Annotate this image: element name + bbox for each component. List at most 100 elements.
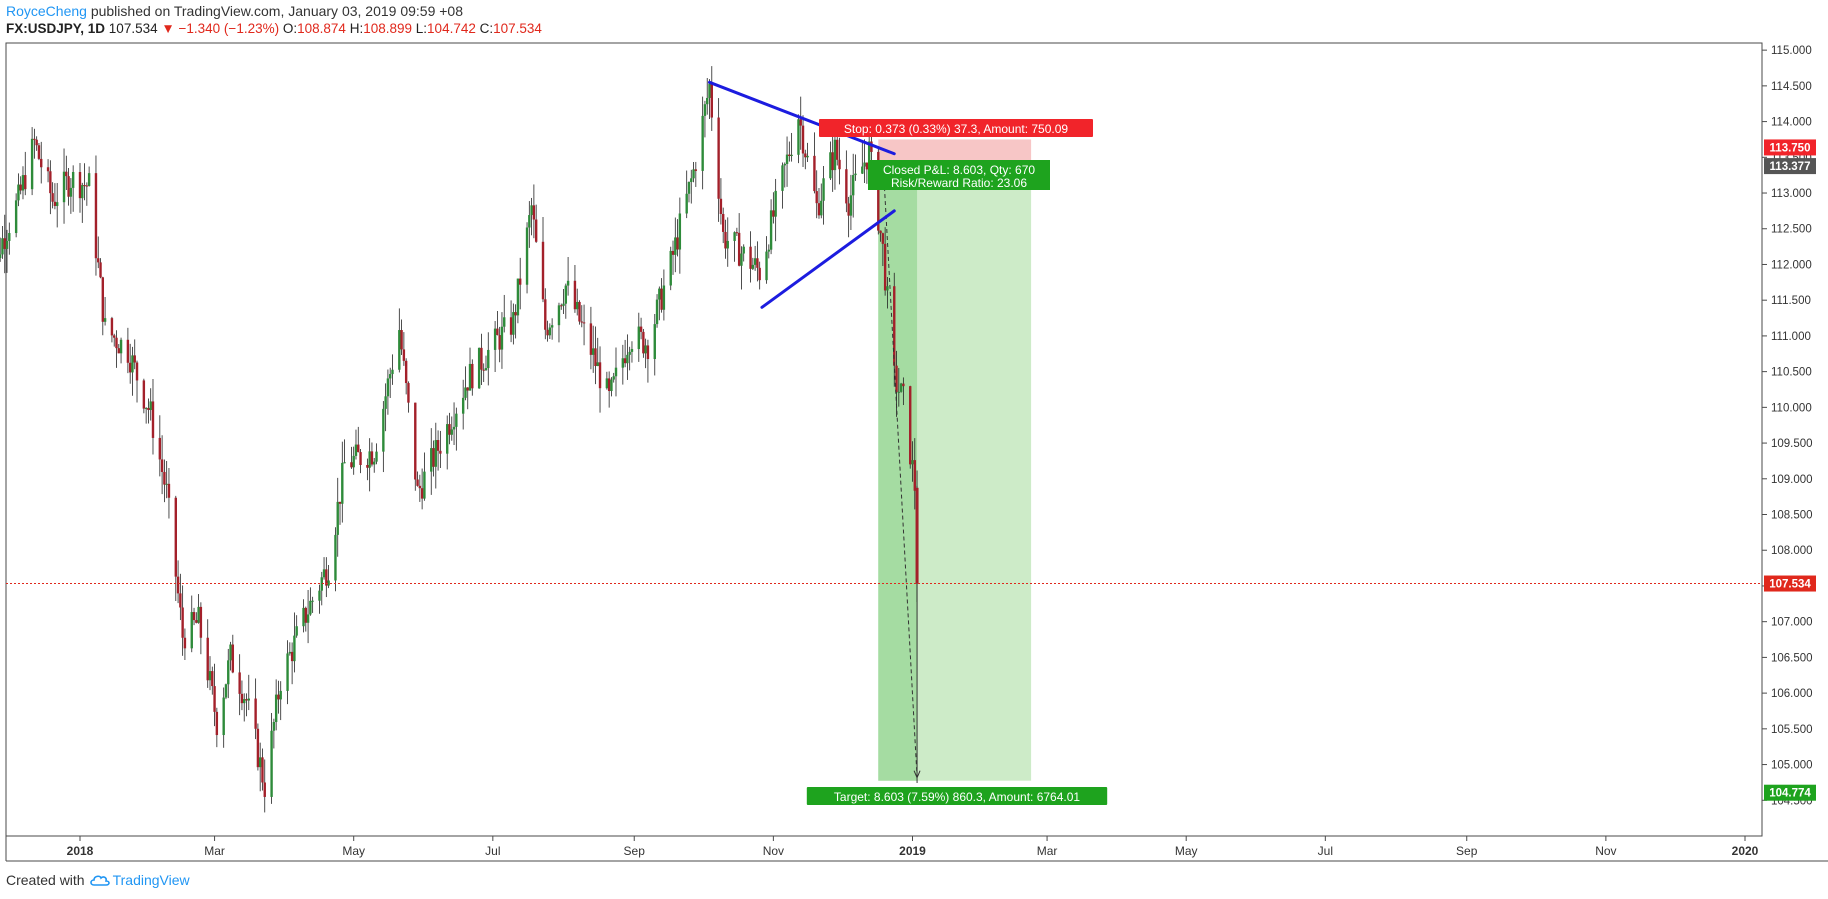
candle-body (605, 378, 609, 389)
candle-body (113, 335, 116, 338)
candle-body (623, 358, 627, 364)
candle-body (829, 152, 832, 179)
candle-body (751, 264, 755, 269)
candle-body (149, 401, 152, 411)
candle-body (320, 577, 323, 591)
candle-body (384, 396, 387, 409)
y-tick-label: 114.500 (1771, 81, 1812, 93)
candle-body (851, 175, 855, 196)
stop-price-badge-bg (1764, 139, 1816, 156)
candle-body (197, 606, 200, 623)
candle-body (564, 285, 568, 304)
candle-body (402, 349, 406, 361)
candle-body (318, 590, 321, 601)
candle-body (788, 154, 791, 157)
candle-body (560, 305, 563, 307)
candle-body (174, 497, 177, 577)
trade-path-arrow (913, 770, 921, 779)
candle-body (343, 462, 346, 464)
candle-body (468, 363, 472, 391)
candle-body (767, 249, 771, 252)
candle-body (498, 335, 501, 350)
current-price-badge: 113.377 (1770, 161, 1811, 173)
candle-body (740, 253, 743, 266)
candle-body (612, 376, 615, 380)
candle-body (46, 167, 50, 172)
candle-body (877, 151, 880, 231)
author-link[interactable]: RoyceCheng (6, 3, 87, 19)
candle-body (295, 626, 298, 636)
y-tick-label: 106.500 (1771, 652, 1813, 664)
candle-body (528, 215, 531, 228)
y-tick-label: 113.000 (1771, 188, 1812, 200)
candle-body (423, 471, 426, 499)
candle-body (607, 378, 611, 392)
candle-body (674, 237, 677, 255)
candle-body (550, 325, 554, 328)
candle-body (576, 301, 579, 310)
candle-body (208, 671, 212, 681)
upper-trend-line[interactable] (708, 80, 896, 156)
candle-body (589, 323, 593, 355)
candle-body (557, 305, 561, 326)
candle-body (580, 321, 583, 323)
candle-body (861, 166, 864, 174)
risk-reward-label: Risk/Reward Ratio: 23.06 (891, 176, 1027, 190)
x-tick-label: 2020 (1732, 844, 1759, 858)
tradingview-brand-link[interactable]: TradingView (89, 872, 190, 888)
candle-body (87, 173, 91, 186)
candle-body (655, 299, 659, 325)
candle-body (373, 461, 376, 465)
high-label: H: (349, 21, 364, 36)
candle-body (229, 644, 232, 661)
candle-body (199, 606, 203, 638)
candle-body (530, 205, 533, 216)
candle-body (94, 173, 98, 259)
candle-body (222, 697, 225, 736)
candle-body (911, 460, 914, 465)
candle-body (83, 185, 86, 187)
candle-body (334, 534, 337, 581)
candle-body (646, 345, 650, 360)
y-tick-label: 109.500 (1771, 438, 1813, 450)
candle-body (870, 141, 873, 152)
candle-body (669, 250, 672, 286)
candle-body (897, 391, 901, 393)
candle-body (101, 277, 105, 322)
candle-body (594, 348, 597, 367)
candle-body (370, 451, 374, 465)
candle-body (386, 378, 390, 397)
candle-body (279, 690, 282, 700)
candle-body (398, 330, 401, 370)
symbol-info: FX:USDJPY, 1D 107.534 ▼ −1.340 (−1.23%) … (6, 21, 542, 36)
candle-body (99, 262, 102, 278)
candle-body (97, 258, 100, 263)
candle-body (49, 171, 52, 194)
candle-body (181, 607, 184, 638)
candle-body (518, 278, 522, 285)
candle-body (448, 424, 451, 435)
candle-body (452, 426, 456, 430)
candle-body (849, 195, 853, 216)
candle-body (493, 328, 497, 350)
candle-body (245, 699, 248, 701)
candle-body (525, 227, 529, 285)
candle-body (477, 347, 481, 389)
candle-body (847, 203, 850, 216)
candle-body (224, 684, 228, 698)
candle-body (544, 299, 547, 330)
open-label: O: (282, 21, 298, 36)
candle-body (701, 115, 704, 171)
candle-body (899, 383, 903, 392)
candle-body (407, 383, 410, 403)
footer: Created with TradingView (6, 872, 190, 888)
candle-body (532, 205, 536, 220)
candle-body (290, 651, 294, 662)
candle-body (717, 117, 720, 199)
candle-body (685, 193, 688, 214)
publish-info: RoyceCheng published on TradingView.com,… (6, 3, 463, 19)
lower-trend-line[interactable] (760, 209, 896, 309)
candle-body (883, 243, 887, 291)
candle-body (863, 162, 866, 167)
